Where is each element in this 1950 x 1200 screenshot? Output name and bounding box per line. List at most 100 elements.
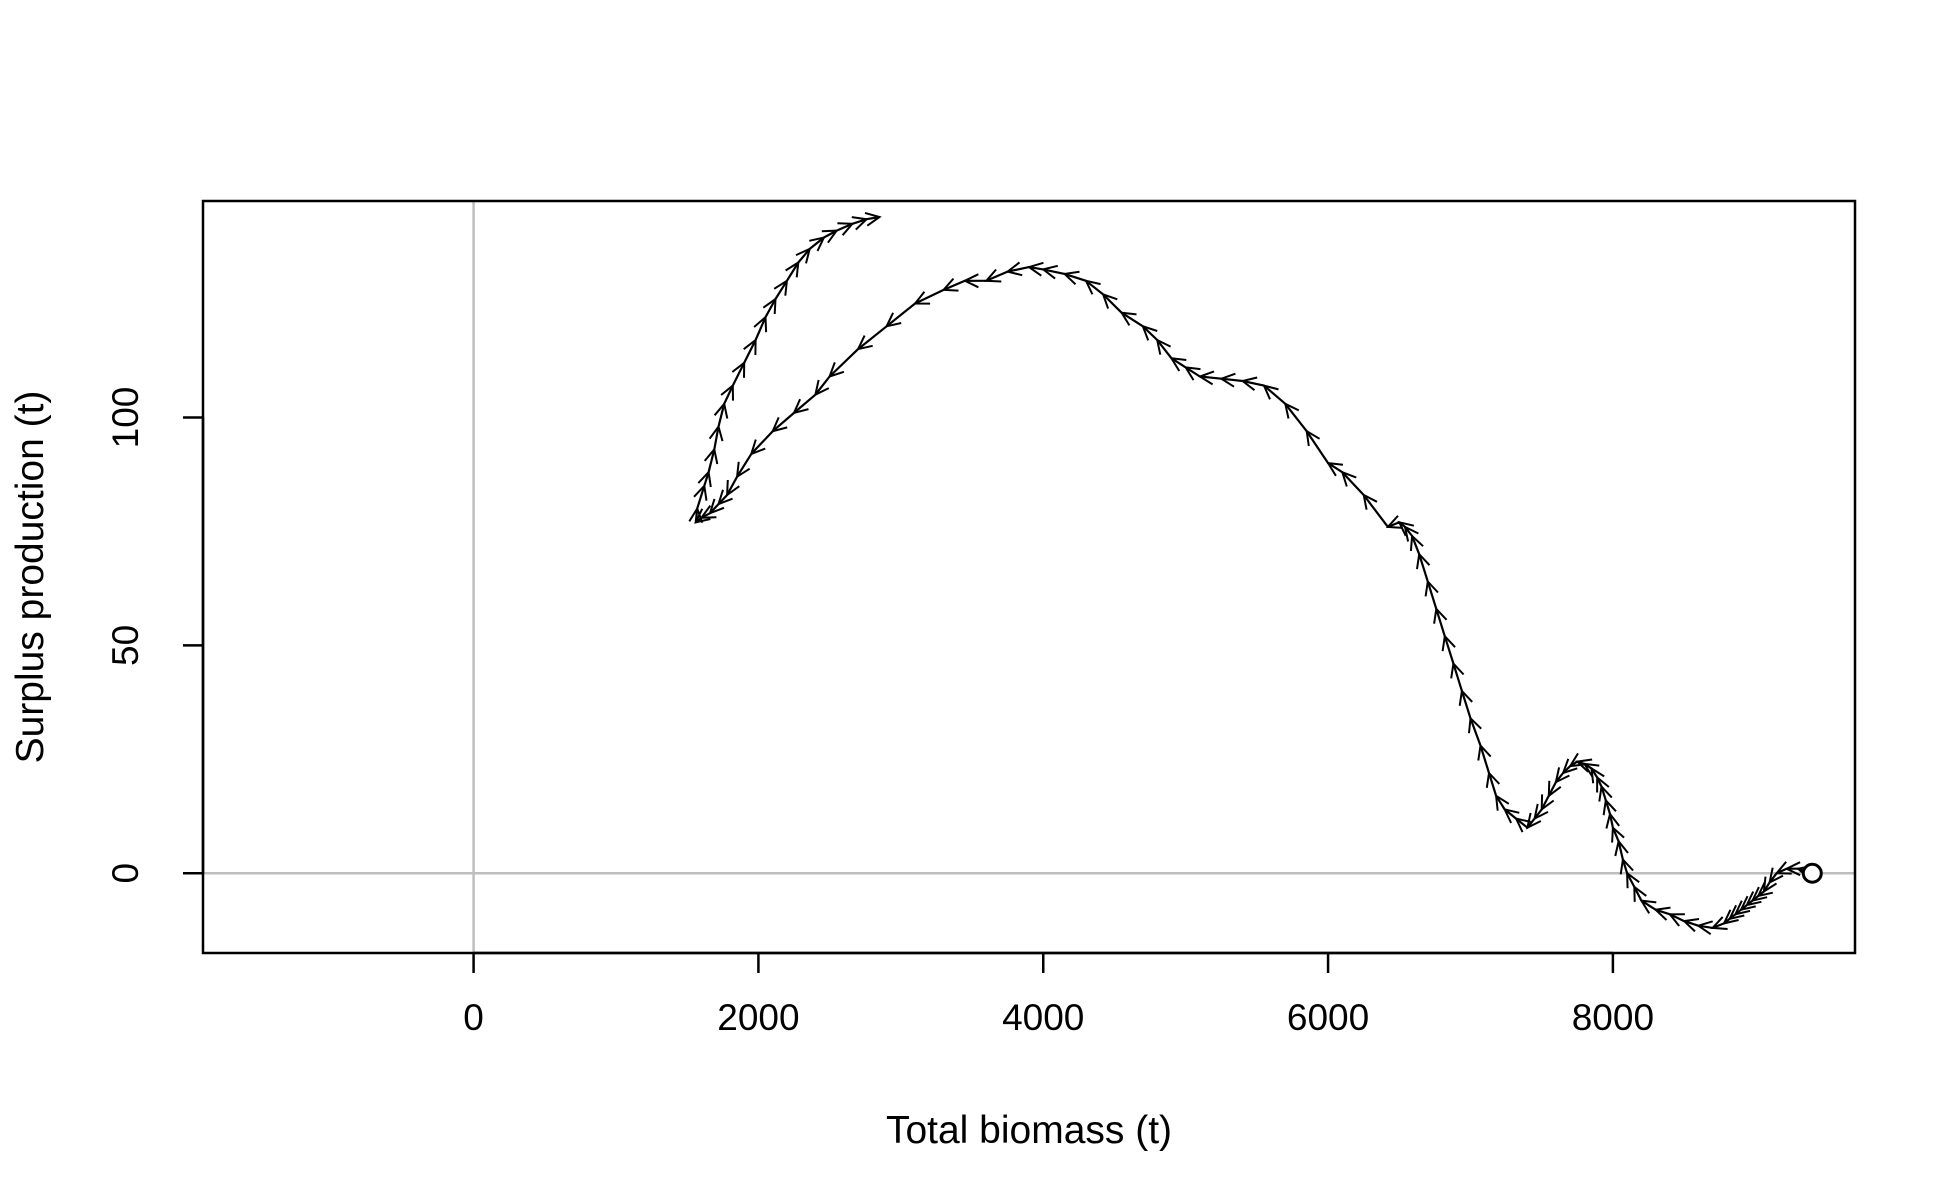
direction-arrowhead	[1468, 716, 1482, 734]
direction-arrowhead	[1727, 904, 1745, 921]
direction-arrowhead	[1633, 884, 1647, 902]
direction-arrowhead	[1696, 920, 1713, 936]
direction-arrowhead	[795, 247, 812, 264]
direction-arrowhead	[1762, 876, 1778, 894]
direction-arrowhead	[821, 229, 839, 244]
direction-arrowhead	[1626, 871, 1640, 889]
direction-arrowhead	[1403, 525, 1419, 542]
direction-arrowhead	[1525, 812, 1542, 830]
direction-arrowhead	[1568, 752, 1586, 768]
x-tick-label: 6000	[1287, 997, 1369, 1038]
direction-arrowhead	[1733, 900, 1751, 916]
direction-arrowhead	[1409, 533, 1424, 551]
direction-arrowhead	[713, 401, 729, 419]
direction-arrowhead	[1240, 376, 1258, 391]
direction-arrowhead	[809, 236, 826, 252]
plot-frame	[201, 199, 1857, 955]
direction-arrowhead	[1722, 909, 1739, 925]
direction-arrowhead	[1450, 661, 1465, 679]
direction-arrowhead	[1598, 784, 1613, 802]
direction-arrowhead	[984, 268, 1002, 283]
direction-arrowhead	[1494, 793, 1510, 811]
direction-arrowhead	[1101, 292, 1118, 309]
direction-arrowhead	[837, 222, 855, 236]
direction-arrowhead	[1485, 770, 1501, 788]
direction-arrowhead	[1219, 372, 1236, 388]
direction-arrowhead	[697, 470, 712, 488]
direction-arrowhead	[708, 424, 724, 442]
direction-arrowhead	[1340, 470, 1357, 487]
direction-arrowhead	[762, 296, 777, 315]
y-tick-label: 0	[105, 863, 146, 884]
direction-arrowhead	[1774, 861, 1792, 875]
direction-arrowhead	[813, 379, 830, 397]
direction-arrowhead	[1169, 356, 1187, 372]
direction-arrowhead	[1681, 918, 1700, 933]
direction-arrowhead	[708, 498, 725, 515]
direction-arrowhead	[1183, 366, 1201, 381]
direction-arrowhead	[1084, 279, 1101, 295]
direction-arrowhead	[856, 335, 873, 351]
x-axis-title: Total biomass (t)	[886, 1109, 1172, 1152]
series-line	[694, 215, 1813, 930]
direction-arrowhead	[694, 508, 711, 524]
direction-arrowhead	[1458, 688, 1473, 706]
direction-arrowhead	[1433, 606, 1448, 624]
direction-arrowhead	[1397, 520, 1415, 537]
direction-arrowhead	[1605, 811, 1620, 829]
x-tick-label: 4000	[1002, 997, 1084, 1038]
direction-arrowhead	[753, 315, 768, 333]
direction-arrowhead	[1614, 839, 1629, 857]
x-tick-label: 0	[463, 997, 484, 1038]
direction-arrowhead	[735, 461, 751, 479]
direction-arrowhead	[1554, 767, 1570, 784]
direction-arrowhead	[703, 447, 719, 465]
direction-arrowhead	[1540, 794, 1555, 812]
direction-markers	[688, 211, 1822, 936]
direction-arrowhead	[1326, 461, 1344, 477]
direction-arrowhead	[1477, 743, 1492, 761]
direction-arrowhead	[716, 489, 733, 506]
direction-arrowhead	[693, 483, 708, 501]
direction-arrowhead	[1710, 916, 1728, 930]
direction-arrowhead	[1424, 579, 1439, 597]
direction-arrowhead	[1590, 766, 1605, 784]
direction-arrowhead	[731, 360, 746, 378]
direction-arrowhead	[941, 277, 959, 292]
direction-arrowhead	[1784, 861, 1801, 877]
direction-arrowhead	[1155, 338, 1172, 355]
direction-arrowhead	[773, 278, 789, 296]
direction-arrowhead	[884, 312, 902, 328]
direction-arrowhead	[1768, 867, 1784, 885]
direction-arrowhead	[1305, 429, 1321, 447]
direction-arrowhead	[864, 211, 882, 227]
direction-arrowhead	[1040, 264, 1059, 280]
direction-arrowhead	[913, 291, 931, 305]
direction-arrowhead	[1141, 324, 1158, 341]
direction-arrowhead	[688, 506, 704, 524]
series-layer	[688, 211, 1823, 936]
direction-arrowhead	[1362, 493, 1378, 510]
direction-arrowhead	[1262, 384, 1279, 400]
direction-arrowhead	[1005, 261, 1023, 277]
direction-arrowhead	[1745, 891, 1762, 907]
y-axis-title: Surplus production (t)	[9, 391, 52, 764]
direction-arrowhead	[792, 398, 809, 415]
direction-arrowhead	[1667, 913, 1685, 927]
direction-arrowhead	[1385, 515, 1403, 529]
x-tick-label: 2000	[717, 997, 799, 1038]
direction-arrowhead	[1119, 311, 1137, 326]
direction-arrowhead	[962, 273, 979, 289]
direction-arrowhead	[1596, 775, 1610, 793]
direction-arrowhead	[1062, 270, 1080, 286]
direction-arrowhead	[1561, 758, 1578, 775]
y-axis: 0 50 100	[105, 387, 205, 884]
start-point-marker	[1801, 862, 1823, 884]
direction-arrowhead	[1756, 882, 1774, 898]
direction-arrowhead	[1575, 758, 1593, 773]
direction-arrowhead	[726, 479, 740, 498]
direction-arrowhead	[1739, 895, 1756, 912]
direction-arrowhead	[851, 216, 869, 231]
direction-arrowhead	[1502, 807, 1520, 824]
direction-arrowhead	[743, 337, 757, 356]
